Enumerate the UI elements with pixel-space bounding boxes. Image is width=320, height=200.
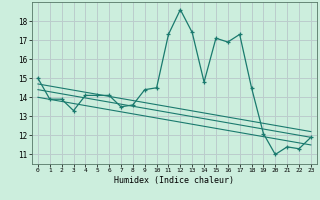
- X-axis label: Humidex (Indice chaleur): Humidex (Indice chaleur): [115, 176, 234, 185]
